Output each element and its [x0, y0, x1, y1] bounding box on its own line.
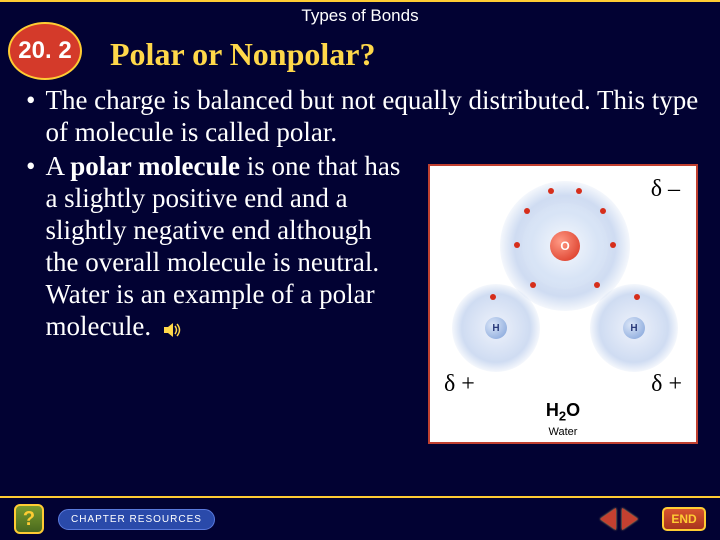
molecule-formula: H2O	[430, 400, 696, 424]
bullet-1: • The charge is balanced but not equally…	[20, 84, 700, 148]
electron-dot	[548, 188, 554, 194]
hydrogen-nucleus-right: H	[623, 317, 645, 339]
page-header-title: Types of Bonds	[0, 0, 720, 26]
formula-h: H	[546, 400, 559, 420]
footer-bar: ? CHAPTER RESOURCES END	[0, 496, 720, 540]
prev-button[interactable]	[600, 508, 616, 530]
bullet-dot: •	[26, 150, 35, 182]
bullet-2-text: A polar molecule is one that has a sligh…	[45, 150, 405, 345]
end-button[interactable]: END	[662, 507, 706, 531]
electron-dot	[594, 282, 600, 288]
end-label: END	[671, 512, 696, 526]
nav-controls	[600, 508, 638, 530]
next-button[interactable]	[622, 508, 638, 530]
molecule-caption: Water	[430, 426, 696, 438]
oxygen-label: O	[560, 239, 569, 253]
electron-dot	[634, 294, 640, 300]
bullet-2-bold: polar molecule	[70, 151, 240, 181]
top-accent-line	[0, 0, 720, 2]
electron-dot	[600, 208, 606, 214]
electron-dot	[530, 282, 536, 288]
electron-dot	[576, 188, 582, 194]
chapter-resources-button[interactable]: CHAPTER RESOURCES	[58, 509, 215, 530]
bullet-1-text: The charge is balanced but not equally d…	[45, 84, 700, 148]
hydrogen-nucleus-left: H	[485, 317, 507, 339]
help-label: ?	[23, 508, 35, 531]
hydrogen-label-right: H	[630, 323, 637, 334]
section-number: 20. 2	[18, 37, 71, 65]
chapter-label: CHAPTER RESOURCES	[71, 514, 202, 525]
hydrogen-label-left: H	[492, 323, 499, 334]
delta-plus-left-label: δ +	[444, 371, 475, 398]
electron-dot	[514, 242, 520, 248]
oxygen-nucleus: O	[550, 231, 580, 261]
water-molecule-diagram: O H H δ – δ + δ + H2O Water	[428, 164, 698, 444]
speaker-icon[interactable]	[164, 313, 184, 345]
formula-o: O	[566, 400, 580, 420]
electron-dot	[490, 294, 496, 300]
bullet-2-pre: A	[45, 151, 70, 181]
delta-minus-label: δ –	[651, 176, 680, 203]
electron-dot	[610, 242, 616, 248]
bullet-dot: •	[26, 84, 35, 116]
slide-subtitle: Polar or Nonpolar?	[110, 36, 375, 73]
delta-plus-right-label: δ +	[651, 371, 682, 398]
help-button[interactable]: ?	[14, 504, 44, 534]
electron-dot	[524, 208, 530, 214]
section-number-badge: 20. 2	[8, 22, 82, 80]
